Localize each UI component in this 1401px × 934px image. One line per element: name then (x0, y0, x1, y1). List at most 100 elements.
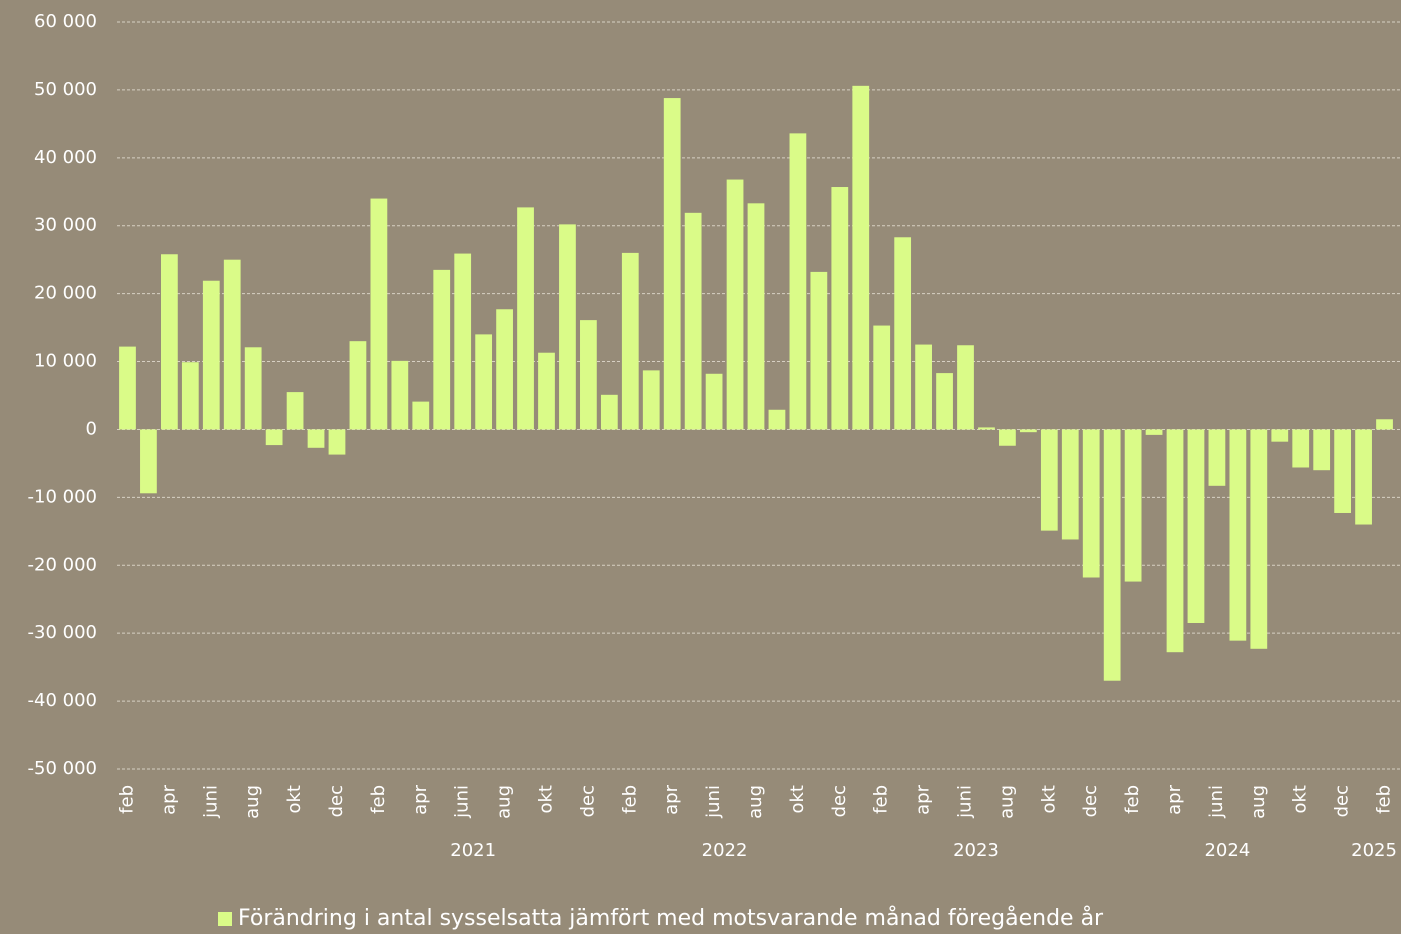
x-tick-label: feb (619, 785, 640, 814)
bar (328, 429, 346, 455)
y-tick-label: -20 000 (28, 554, 97, 575)
x-tick-label: okt (1038, 785, 1059, 814)
bar (580, 320, 597, 430)
bar (1124, 429, 1142, 582)
x-tick-label: feb (1374, 785, 1395, 814)
x-tick-label: feb (871, 785, 892, 814)
y-tick-label: -30 000 (28, 622, 97, 643)
bar (726, 179, 744, 430)
bar (810, 271, 828, 430)
y-tick-label: -10 000 (28, 486, 97, 507)
bar (454, 253, 472, 430)
bar (621, 252, 639, 430)
x-tick-label: aug (242, 785, 263, 819)
bar (915, 344, 932, 430)
bar (1376, 419, 1393, 430)
x-tick-label: aug (745, 785, 766, 819)
bar (1271, 429, 1289, 442)
legend-swatch (218, 912, 232, 926)
bar (119, 346, 136, 430)
bar (538, 352, 555, 430)
bar (1208, 429, 1226, 486)
bar (663, 98, 681, 430)
bar (496, 309, 513, 430)
bar (789, 133, 807, 430)
bar (1292, 429, 1310, 468)
year-label: 2022 (702, 840, 748, 861)
bar (160, 254, 178, 430)
legend-label: Förändring i antal sysselsatta jämfört m… (238, 905, 1104, 931)
bar (768, 409, 786, 430)
year-label: 2024 (1204, 840, 1250, 861)
bar (286, 392, 304, 430)
bar (1334, 429, 1352, 513)
y-tick-label: 40 000 (34, 147, 97, 168)
x-tick-label: okt (787, 785, 808, 814)
bar (978, 427, 995, 430)
bar (831, 187, 849, 430)
y-tick-label: 30 000 (34, 215, 97, 236)
year-label: 2023 (953, 840, 999, 861)
x-tick-label: apr (158, 784, 179, 814)
bar (999, 429, 1016, 446)
bar (412, 401, 430, 430)
bar (1019, 429, 1037, 433)
bar (370, 198, 388, 430)
y-tick-label: -50 000 (28, 758, 97, 779)
x-tick-label: aug (494, 785, 515, 819)
x-tick-label: juni (200, 785, 221, 819)
bar (433, 269, 451, 430)
bar (684, 212, 702, 430)
bar (873, 325, 891, 430)
x-tick-label: juni (955, 785, 976, 819)
x-tick-label: juni (1206, 785, 1227, 819)
x-tick-label: dec (326, 785, 347, 817)
bar (642, 370, 660, 430)
x-tick-label: aug (996, 785, 1017, 819)
bar (140, 429, 157, 494)
bar (1082, 429, 1100, 578)
bar (1040, 429, 1058, 531)
bar (349, 341, 367, 430)
bar (1145, 429, 1163, 435)
bar (1061, 429, 1079, 540)
x-tick-label: apr (1164, 784, 1185, 814)
bar (1103, 429, 1121, 681)
x-tick-label: dec (577, 785, 598, 817)
year-label: 2025 (1351, 840, 1397, 861)
x-tick-label: okt (535, 785, 556, 814)
x-tick-label: feb (1122, 785, 1143, 814)
bar (1166, 429, 1184, 653)
x-tick-label: feb (368, 785, 389, 814)
bar (1250, 429, 1268, 649)
x-tick-label: juni (703, 785, 724, 819)
y-tick-label: 60 000 (34, 11, 97, 32)
bar (957, 345, 974, 430)
x-tick-label: apr (410, 784, 431, 814)
bar (391, 360, 409, 430)
x-tick-label: okt (1290, 785, 1311, 814)
y-tick-label: 50 000 (34, 79, 97, 100)
x-tick-label: juni (452, 785, 473, 819)
bar (223, 259, 241, 430)
bar (936, 373, 953, 430)
x-tick-label: apr (913, 784, 934, 814)
x-tick-label: dec (1332, 785, 1353, 817)
bar (559, 224, 576, 430)
y-tick-label: 10 000 (34, 351, 97, 372)
bar (852, 85, 870, 430)
x-tick-label: feb (116, 785, 137, 814)
bar (1187, 429, 1205, 623)
bar (475, 334, 493, 430)
x-tick-label: aug (1248, 785, 1269, 819)
bar (1229, 429, 1247, 641)
bar (202, 280, 220, 430)
bar (600, 394, 618, 430)
y-tick-label: 20 000 (34, 283, 97, 304)
x-tick-label: dec (829, 785, 850, 817)
bar (265, 429, 283, 446)
bar (1313, 429, 1331, 471)
y-tick-label: 0 (86, 418, 97, 439)
